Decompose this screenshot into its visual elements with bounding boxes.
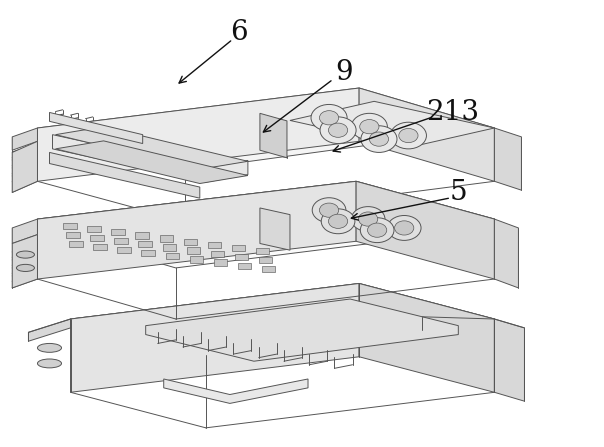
Polygon shape <box>37 88 359 181</box>
Polygon shape <box>50 113 143 143</box>
Polygon shape <box>260 114 287 158</box>
Bar <box>94 244 106 250</box>
Circle shape <box>387 215 421 240</box>
Bar <box>165 253 179 259</box>
Polygon shape <box>495 319 524 401</box>
Circle shape <box>361 218 394 243</box>
Circle shape <box>320 111 339 125</box>
Circle shape <box>320 203 339 217</box>
Polygon shape <box>164 379 308 403</box>
Bar <box>187 248 200 254</box>
Circle shape <box>399 128 418 143</box>
Bar <box>63 223 77 229</box>
Polygon shape <box>12 219 37 244</box>
Polygon shape <box>37 181 356 279</box>
Polygon shape <box>356 181 495 279</box>
Polygon shape <box>359 283 495 392</box>
Text: 213: 213 <box>426 99 479 126</box>
Circle shape <box>320 117 356 143</box>
Ellipse shape <box>37 359 62 368</box>
Circle shape <box>312 198 346 223</box>
Polygon shape <box>50 152 200 198</box>
Circle shape <box>369 132 388 146</box>
Polygon shape <box>37 88 495 170</box>
Polygon shape <box>71 283 359 392</box>
Bar <box>91 235 104 241</box>
Circle shape <box>352 207 385 232</box>
Polygon shape <box>71 283 495 363</box>
Bar <box>211 251 224 257</box>
Bar <box>237 262 251 269</box>
Bar <box>255 248 269 254</box>
Circle shape <box>360 119 379 134</box>
Bar <box>162 245 176 251</box>
Polygon shape <box>495 128 521 190</box>
Circle shape <box>390 122 426 149</box>
Polygon shape <box>12 141 37 192</box>
Polygon shape <box>12 128 37 150</box>
Bar <box>117 247 130 253</box>
Polygon shape <box>146 299 458 361</box>
Bar <box>262 266 275 272</box>
Polygon shape <box>56 127 248 169</box>
Circle shape <box>321 209 355 234</box>
Polygon shape <box>53 135 248 182</box>
Bar <box>232 245 245 251</box>
Text: 9: 9 <box>335 59 353 86</box>
Polygon shape <box>260 208 290 250</box>
Bar <box>88 226 101 232</box>
Circle shape <box>329 214 348 228</box>
Polygon shape <box>71 283 495 354</box>
Polygon shape <box>37 181 495 268</box>
Bar <box>214 259 227 266</box>
Ellipse shape <box>37 343 62 352</box>
Polygon shape <box>56 141 248 184</box>
Text: 5: 5 <box>449 179 467 206</box>
Polygon shape <box>495 219 518 288</box>
Bar <box>135 232 149 239</box>
Bar <box>235 254 248 260</box>
Bar <box>259 257 272 263</box>
Circle shape <box>361 126 397 152</box>
Bar <box>208 242 221 248</box>
Bar <box>111 229 124 236</box>
Circle shape <box>359 212 378 226</box>
Circle shape <box>352 114 387 140</box>
Text: 6: 6 <box>230 19 248 46</box>
Circle shape <box>367 223 387 237</box>
Circle shape <box>311 105 347 131</box>
Bar <box>66 232 80 238</box>
Ellipse shape <box>16 264 34 271</box>
Bar <box>138 241 152 248</box>
Bar <box>159 236 173 242</box>
Bar <box>69 241 83 247</box>
Polygon shape <box>290 101 495 147</box>
Bar <box>141 250 155 257</box>
Polygon shape <box>28 319 71 341</box>
Polygon shape <box>359 88 495 181</box>
Circle shape <box>394 221 414 235</box>
Polygon shape <box>37 181 495 259</box>
Polygon shape <box>12 235 37 288</box>
Bar <box>184 239 197 245</box>
Bar <box>190 257 203 262</box>
Bar <box>114 238 127 245</box>
Ellipse shape <box>16 251 34 258</box>
Circle shape <box>329 123 348 137</box>
